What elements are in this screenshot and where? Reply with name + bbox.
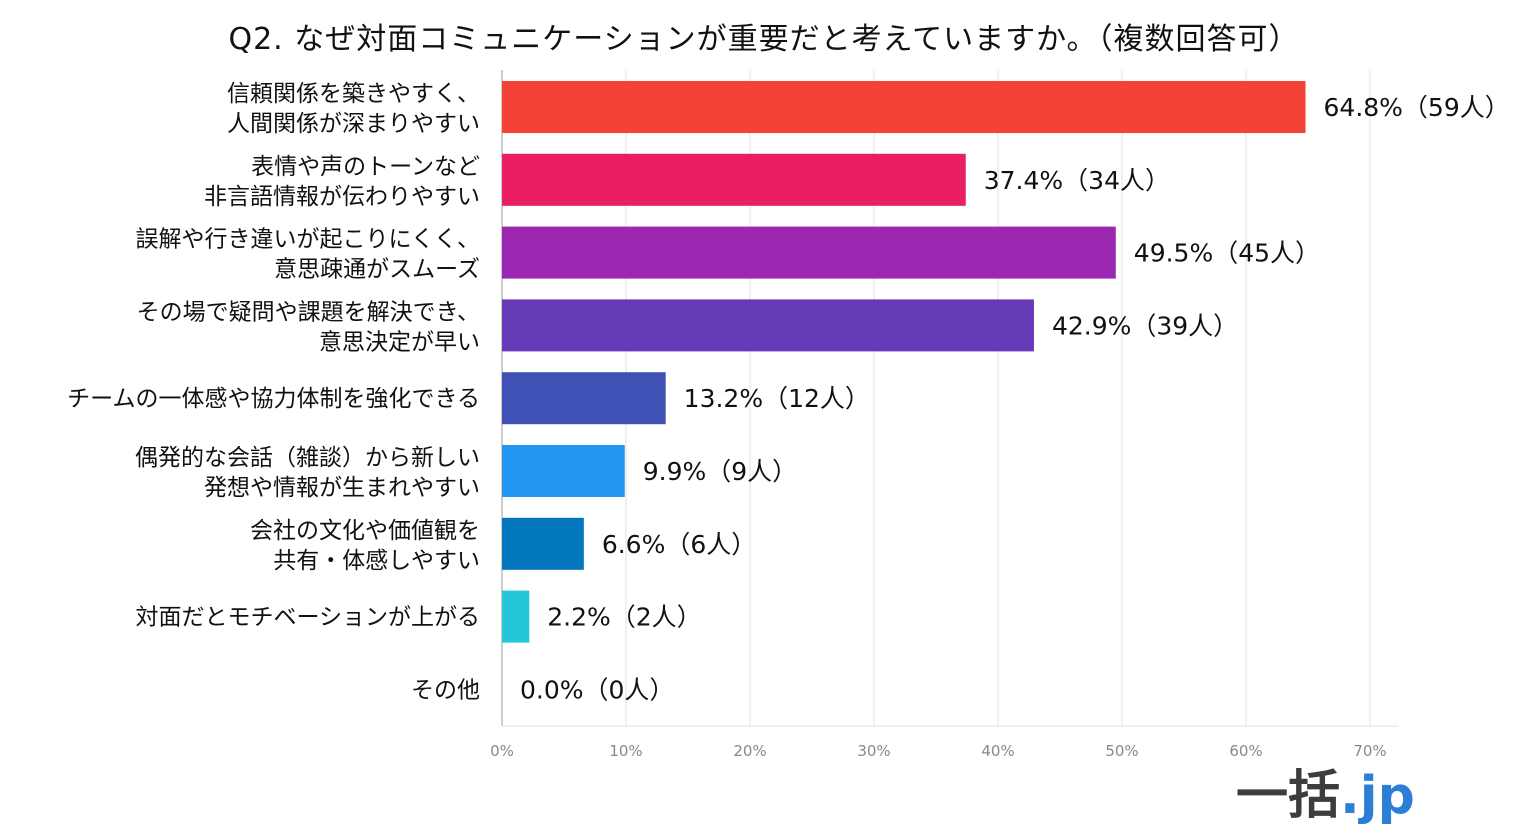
bar — [502, 590, 530, 643]
x-tick-label: 20% — [733, 742, 766, 760]
data-label: 0.0%（0人） — [520, 675, 674, 704]
data-label: 2.2%（2人） — [547, 603, 701, 632]
bar — [502, 226, 1116, 279]
data-label: 13.2%（12人） — [684, 384, 870, 413]
category-label: 非言語情報が伝わりやすい — [204, 184, 480, 210]
x-tick-label: 60% — [1229, 742, 1262, 760]
bar — [502, 445, 625, 497]
x-tick-label: 40% — [981, 742, 1014, 760]
x-tick-label: 30% — [857, 742, 890, 760]
category-label: その他 — [411, 677, 480, 703]
category-label: 信頼関係を築きやすく、 — [227, 81, 480, 107]
bar — [502, 153, 966, 206]
category-label: チームの一体感や協力体制を強化できる — [67, 386, 480, 412]
category-label: 対面だとモチベーションが上がる — [135, 605, 480, 631]
data-label: 6.6%（6人） — [602, 530, 756, 559]
x-tick-label: 10% — [609, 742, 642, 760]
data-label: 37.4%（34人） — [984, 166, 1170, 195]
data-label: 49.5%（45人） — [1134, 239, 1320, 268]
category-label: 人間関係が深まりやすい — [227, 111, 480, 137]
chart-title: Q2. なぜ対面コミュニケーションが重要だと考えていますか。（複数回答可） — [228, 22, 1300, 57]
x-tick-label: 50% — [1105, 742, 1138, 760]
category-label: 意思決定が早い — [319, 329, 480, 355]
category-label: 意思疎通がスムーズ — [274, 257, 480, 283]
data-label: 42.9%（39人） — [1052, 311, 1238, 340]
logo-tld-text: .jp — [1340, 766, 1415, 826]
category-label: 会社の文化や価値観を — [250, 518, 480, 544]
x-tick-label: 70% — [1353, 742, 1386, 760]
data-label: 9.9%（9人） — [643, 457, 797, 486]
category-label: 共有・体感しやすい — [273, 548, 480, 574]
category-label: その場で疑問や課題を解決でき、 — [137, 299, 480, 325]
category-label: 偶発的な会話（雑談）から新しい — [135, 445, 480, 471]
bar — [502, 81, 1306, 133]
x-tick-label: 0% — [490, 742, 514, 760]
brand-logo: 一括.jp — [1236, 770, 1415, 822]
category-label: 表情や声のトーンなど — [251, 154, 480, 180]
bar — [502, 372, 666, 425]
category-label: 誤解や行き違いが起こりにくく、 — [135, 227, 480, 253]
bar — [502, 517, 584, 570]
category-label: 発想や情報が生まれやすい — [204, 475, 480, 501]
data-label: 64.8%（59人） — [1324, 93, 1510, 122]
logo-main-text: 一括 — [1236, 766, 1341, 826]
bar — [502, 299, 1034, 352]
